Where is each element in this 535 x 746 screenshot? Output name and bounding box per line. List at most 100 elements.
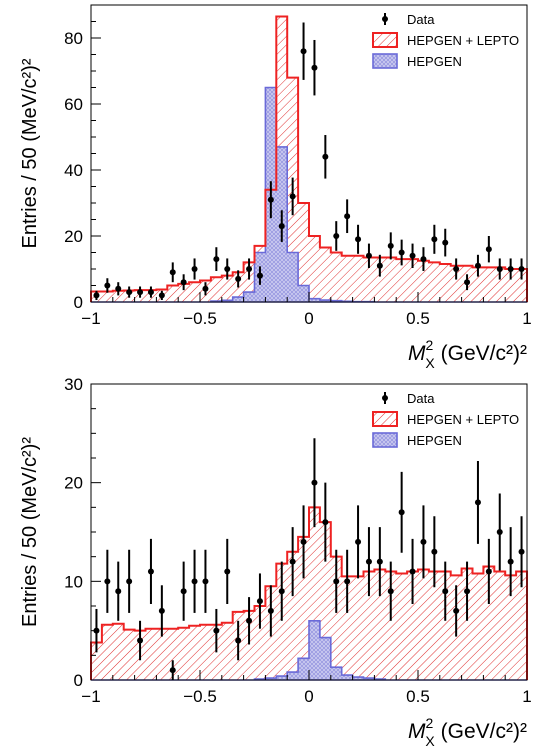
total-mc-outline — [90, 15, 528, 302]
legend-label: HEPGEN + LEPTO — [407, 33, 519, 48]
x-axis-label: M2 X (GeV/c²)² — [408, 337, 527, 371]
data-point — [289, 558, 296, 565]
data-point — [518, 548, 525, 555]
data-point — [137, 637, 144, 644]
data-point — [246, 266, 253, 272]
total-mc-outline — [90, 506, 528, 680]
data-point — [420, 256, 427, 263]
x-tick-label: −0.5 — [183, 687, 217, 706]
data-point — [180, 588, 187, 595]
x-tick-label: 0 — [304, 309, 313, 328]
data-point — [453, 607, 460, 614]
legend-swatch-total — [372, 32, 398, 48]
data-point — [376, 558, 383, 565]
x-axis-label: M2 X (GeV/c²)² — [408, 715, 527, 746]
data-point — [191, 266, 198, 272]
data-point — [333, 233, 340, 239]
data-point — [289, 193, 296, 200]
data-point — [355, 538, 362, 545]
data-point — [169, 667, 176, 674]
x-tick-label: 1 — [522, 309, 531, 328]
data-point — [365, 252, 372, 259]
data-point — [235, 275, 242, 282]
data-point — [202, 285, 209, 292]
y-tick-label: 0 — [74, 671, 83, 690]
y-tick-label: 80 — [64, 29, 83, 48]
data-point — [267, 196, 274, 203]
data-point — [398, 249, 405, 256]
data-point — [104, 282, 111, 289]
data-point — [485, 568, 492, 575]
legend-swatch-total — [372, 411, 398, 427]
x-tick-label: −0.5 — [183, 309, 217, 328]
legend-swatch-hepgen — [372, 53, 398, 69]
legend-label: Data — [407, 391, 435, 406]
data-point — [278, 223, 285, 230]
data-point — [246, 617, 253, 624]
data-point — [115, 588, 122, 595]
total-mc-fill — [91, 16, 527, 303]
y-tick-label: 30 — [64, 375, 83, 394]
x-tick-label: −1 — [81, 309, 100, 328]
y-axis-label: Entries / 50 (MeV/c²)² — [19, 437, 41, 627]
legend-label: Data — [407, 12, 435, 27]
data-point — [213, 627, 220, 634]
data-point — [147, 568, 154, 575]
x-tick-label: 0.5 — [406, 687, 430, 706]
data-point — [158, 292, 165, 299]
legend-data-marker — [382, 395, 388, 401]
data-point — [235, 637, 242, 644]
data-point — [147, 289, 154, 296]
x-tick-label: 1 — [522, 687, 531, 706]
data-point — [104, 578, 111, 585]
y-tick-label: 10 — [64, 572, 83, 591]
x-tick-label: 0 — [304, 687, 313, 706]
data-point — [278, 588, 285, 595]
data-point — [93, 292, 100, 299]
data-point — [224, 266, 231, 272]
data-point — [213, 256, 220, 263]
data-point — [442, 239, 449, 246]
data-point — [464, 588, 471, 595]
data-point — [409, 252, 416, 259]
data-point — [256, 272, 263, 279]
data-point — [224, 568, 231, 575]
y-tick-label: 0 — [74, 293, 83, 312]
data-point — [474, 262, 481, 269]
data-point — [322, 519, 329, 526]
legend-label: HEPGEN + LEPTO — [407, 412, 519, 427]
data-point — [344, 578, 351, 585]
y-axis-label: Entries / 50 (MeV/c²)² — [19, 58, 41, 248]
data-point — [311, 479, 318, 486]
data-point — [311, 64, 318, 71]
data-point — [409, 568, 416, 575]
chart-panel-top: −1 −0.5 0 0.5 1 0 20 40 60 80 M2 X (GeV/c²)² Entries … — [19, 4, 532, 371]
data-point — [431, 236, 438, 243]
legend-label: HEPGEN — [407, 54, 462, 69]
data-point — [300, 538, 307, 545]
data-point — [518, 266, 525, 272]
data-point — [126, 289, 133, 296]
data-point — [474, 499, 481, 506]
data-point — [158, 607, 165, 614]
data-point — [191, 578, 198, 585]
legend-data-marker — [382, 16, 388, 22]
data-point — [365, 558, 372, 565]
data-point — [507, 558, 514, 565]
data-point — [93, 627, 100, 634]
data-point — [420, 538, 427, 545]
total-mc-fill — [91, 507, 527, 680]
y-tick-label: 60 — [64, 95, 83, 114]
data-point — [355, 236, 362, 243]
data-point — [267, 607, 274, 614]
data-point — [137, 289, 144, 296]
data-point — [126, 578, 133, 585]
legend-swatch-hepgen — [372, 432, 398, 448]
data-point — [431, 548, 438, 555]
data-point — [256, 598, 263, 605]
data-point — [202, 578, 209, 585]
data-point — [453, 266, 460, 272]
data-point — [180, 279, 187, 286]
